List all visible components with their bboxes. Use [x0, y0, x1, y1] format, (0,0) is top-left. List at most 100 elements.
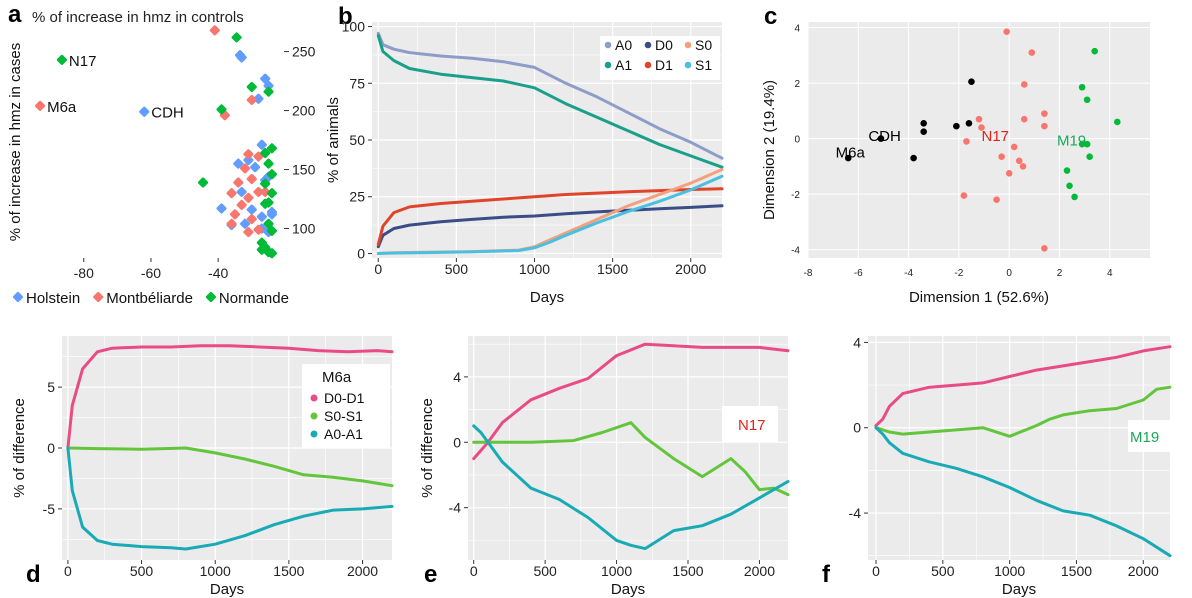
- panel-a: % of increase in hmz in controls -80 -60 -4…: [7, 9, 316, 307]
- data-point-holstein: [243, 155, 254, 166]
- data-point-black: [968, 78, 975, 85]
- x-tick-label: 2000: [744, 563, 775, 579]
- x-tick-label: 1500: [672, 563, 703, 579]
- legend-label: S0: [695, 37, 712, 53]
- panel-letter-d: d: [26, 561, 41, 588]
- legend-label: D0: [655, 37, 673, 53]
- x-tick-label: 500: [445, 261, 469, 277]
- series-line-d0-d1: [874, 345, 1172, 428]
- data-point-holstein: [263, 80, 274, 91]
- legend-box: [1128, 420, 1172, 452]
- data-point-montbeliarde: [243, 192, 254, 203]
- data-point-holstein: [256, 211, 267, 222]
- data-point-normande: [198, 177, 209, 188]
- x-tick-label: 1500: [597, 261, 628, 277]
- x-tick-label: 1000: [994, 563, 1025, 579]
- series-line-a0-a1: [472, 424, 790, 551]
- x-axis-label: Days: [1002, 581, 1036, 598]
- series-line-a0-a1: [874, 426, 1172, 558]
- point-annotation: CDH: [151, 105, 184, 122]
- series-line-s0-s1: [66, 446, 394, 488]
- data-point-holstein: [236, 186, 247, 197]
- x-tick-label: 2000: [675, 261, 706, 277]
- data-point-red: [1041, 244, 1048, 252]
- point-annotation: N17: [69, 53, 97, 70]
- data-point-montbeliarde: [253, 186, 264, 197]
- data-point-green: [1078, 140, 1086, 148]
- data-point-black: [910, 154, 917, 162]
- x-tick-label: 0: [872, 563, 880, 579]
- data-point-normande: [263, 197, 274, 208]
- legend-marker-s1: [684, 61, 692, 69]
- legend-marker-a0-a1: [310, 430, 318, 438]
- series-line-d0: [376, 204, 724, 249]
- series-line-a0-a1: [66, 446, 394, 551]
- y-axis-label: Dimension 2 (19.4%): [761, 80, 778, 220]
- data-point-montbeliarde: [240, 163, 251, 174]
- legend-label: S0-S1: [324, 408, 363, 424]
- data-point-red: [998, 153, 1005, 160]
- legend-label: A0: [615, 37, 632, 53]
- legend-label: Holstein: [26, 290, 80, 307]
- data-point-montbeliarde: [209, 25, 220, 36]
- data-point-montbeliarde: [236, 199, 247, 210]
- legend-marker-d1: [644, 61, 652, 69]
- plot-background: [868, 336, 1170, 560]
- y-tick-label: 4: [794, 24, 800, 35]
- point-annotation: N17: [982, 128, 1010, 145]
- data-point-red: [1005, 170, 1013, 177]
- panel-letter-a: a: [8, 1, 22, 28]
- series-line-s0-s1: [874, 385, 1172, 438]
- data-point-black: [844, 154, 852, 162]
- x-tick-label: 1000: [200, 563, 231, 579]
- data-point-holstein: [266, 206, 277, 218]
- data-point-red: [993, 196, 1000, 203]
- y-tick-label: 100: [342, 19, 366, 35]
- data-point-black: [920, 128, 927, 135]
- data-point-green: [1083, 96, 1091, 104]
- y-axis-label: % of animals: [325, 97, 342, 183]
- x-tick-label: 500: [130, 563, 154, 579]
- panel-letter-b: b: [338, 3, 353, 30]
- data-point-normande: [263, 86, 274, 97]
- x-tick-label: 2: [1057, 268, 1063, 279]
- y-tick-label: 0: [357, 245, 365, 261]
- legend-marker-montbeliarde: [93, 291, 104, 303]
- x-tick-label: 2000: [1128, 563, 1159, 579]
- panel-e: 0 500 1000 1500 2000 -4 0 4 Days % of difference N…: [419, 336, 790, 598]
- data-point-red: [975, 115, 983, 123]
- panel-f: 0 500 1000 1500 2000 -4 0 4 Days M19: [849, 334, 1172, 598]
- x-axis-label: Dimension 1 (52.6%): [909, 289, 1049, 306]
- y-tick-label: -2: [791, 190, 800, 201]
- x-tick-label: 0: [374, 261, 382, 277]
- series-line-d1: [376, 187, 724, 246]
- y-tick-label: 0: [794, 135, 800, 146]
- y-tick-label: 0: [47, 440, 55, 456]
- x-axis-label: Days: [530, 289, 564, 306]
- legend-marker-a1: [604, 61, 612, 69]
- plot-background: [808, 22, 1150, 258]
- data-point-holstein: [246, 204, 257, 215]
- x-tick-label: -2: [954, 268, 963, 279]
- x-tick-label: 1000: [601, 563, 632, 579]
- legend-label: A1: [615, 57, 632, 73]
- data-point-holstein: [236, 52, 247, 63]
- data-point-montbeliarde: [229, 209, 240, 220]
- y-tick-label: 0: [853, 420, 861, 436]
- data-point-red: [960, 192, 968, 199]
- data-point-normande: [266, 248, 277, 259]
- x-tick-label: 0: [64, 563, 72, 579]
- data-point-green: [1071, 193, 1078, 201]
- x-tick-label: -8: [804, 268, 813, 279]
- legend-label: A0-A1: [324, 426, 363, 442]
- data-point-normande: [260, 178, 271, 189]
- y-tick-label: 75: [349, 75, 365, 91]
- x-tick-label: -40: [208, 265, 228, 281]
- legend-box: [600, 36, 720, 80]
- series-line-a0: [376, 31, 724, 160]
- legend-label: Montbéliarde: [106, 290, 193, 307]
- data-point-black: [965, 120, 973, 127]
- data-point-montbeliarde: [226, 188, 237, 199]
- data-point-red: [1041, 122, 1048, 130]
